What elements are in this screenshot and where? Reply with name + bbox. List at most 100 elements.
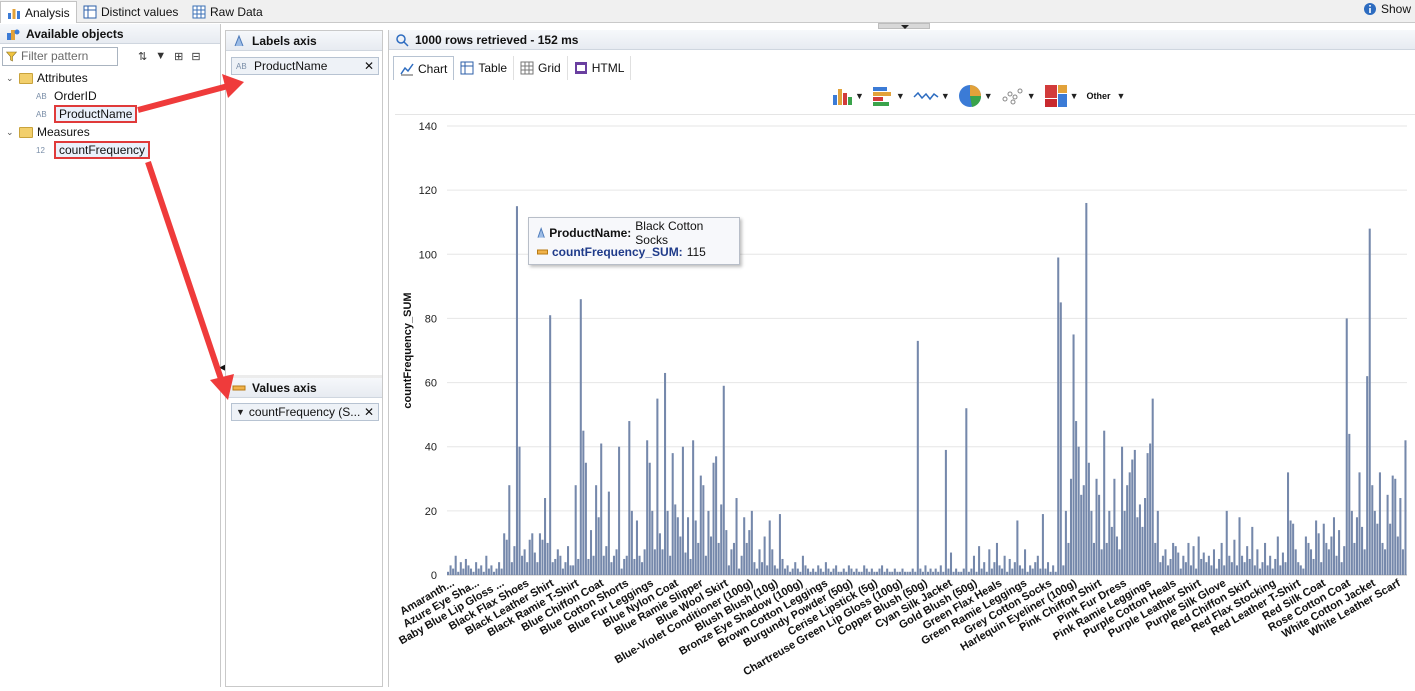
- bar: [717, 542, 720, 575]
- treemap-type-button[interactable]: ▼: [1044, 84, 1079, 108]
- y-tick-label: 20: [425, 506, 437, 518]
- bar: [1404, 440, 1407, 575]
- bar: [643, 549, 646, 575]
- bar: [1187, 542, 1190, 575]
- collapse-handle[interactable]: [878, 23, 930, 29]
- bar: [1024, 549, 1027, 575]
- tab-table[interactable]: Table: [454, 56, 515, 80]
- bar: [584, 462, 587, 575]
- tree-node-attributes[interactable]: ⌄ Attributes: [6, 69, 88, 87]
- scatter-type-button[interactable]: ▼: [1001, 85, 1036, 107]
- filter-input[interactable]: Filter pattern: [2, 46, 118, 66]
- bar: [858, 571, 861, 575]
- bar: [1174, 546, 1177, 575]
- bar-chart-type-button[interactable]: ▼: [831, 85, 864, 107]
- other-label: Other: [1086, 91, 1111, 101]
- tab-distinct-values[interactable]: Distinct values: [77, 1, 184, 23]
- pie-chart-icon: [958, 85, 981, 107]
- remove-field-icon[interactable]: ✕: [363, 59, 374, 73]
- sort-icon[interactable]: ⇅: [138, 50, 148, 63]
- collapse-all-icon[interactable]: ⊟: [191, 50, 201, 63]
- bar: [1172, 542, 1175, 575]
- bar: [1126, 485, 1129, 575]
- stacked-bar-type-button[interactable]: ▼: [872, 85, 905, 107]
- text-type-icon: AB: [236, 61, 247, 71]
- bar: [447, 571, 450, 575]
- top-tab-bar: Analysis Distinct values Raw Data Show: [0, 0, 1415, 23]
- bar: [521, 555, 524, 575]
- bar: [1044, 568, 1047, 575]
- treemap-icon: [1044, 85, 1067, 107]
- line-chart-type-button[interactable]: ▼: [913, 85, 950, 107]
- bar: [1031, 568, 1034, 575]
- tab-analysis[interactable]: Analysis: [0, 1, 77, 23]
- remove-field-icon[interactable]: ✕: [363, 405, 374, 419]
- chevron-down-icon[interactable]: ▼: [855, 91, 864, 101]
- bar: [1233, 539, 1236, 575]
- bar: [1215, 568, 1218, 575]
- scatter-icon: [1002, 88, 1023, 105]
- bar: [528, 539, 531, 575]
- bar: [868, 571, 871, 575]
- bar: [454, 555, 457, 575]
- bar: [993, 562, 996, 575]
- bar: [1131, 459, 1134, 575]
- bar: [835, 565, 838, 575]
- bar: [630, 510, 633, 575]
- expand-icon[interactable]: ⌄: [6, 72, 14, 83]
- bar: [1338, 530, 1341, 575]
- tree-node-measures[interactable]: ⌄ Measures: [6, 123, 90, 141]
- bar: [904, 571, 907, 575]
- tab-grid[interactable]: Grid: [514, 56, 568, 80]
- chevron-down-icon[interactable]: ▼: [1069, 91, 1079, 101]
- tab-raw-data[interactable]: Raw Data: [186, 1, 269, 23]
- panel-splitter[interactable]: [226, 375, 382, 378]
- bar: [832, 568, 835, 575]
- chevron-down-icon[interactable]: ▼: [1116, 91, 1126, 101]
- bar: [1373, 510, 1376, 575]
- show-button[interactable]: Show: [1363, 2, 1411, 16]
- tab-label: Distinct values: [101, 5, 179, 19]
- chevron-down-icon[interactable]: ▼: [895, 91, 905, 101]
- label-axis-icon: [234, 34, 244, 46]
- bar: [472, 571, 475, 575]
- bar: [1085, 202, 1088, 575]
- bar: [962, 568, 965, 575]
- chevron-down-icon[interactable]: ▼: [983, 91, 993, 101]
- bar: [597, 517, 600, 575]
- bar: [1320, 562, 1323, 575]
- bar: [929, 568, 932, 575]
- tree-node-productname[interactable]: AB ProductName: [36, 105, 138, 123]
- bar: [1141, 526, 1144, 575]
- bar: [1269, 555, 1272, 575]
- tab-chart[interactable]: Chart: [393, 56, 455, 80]
- tree-node-orderid[interactable]: AB OrderID: [36, 87, 97, 105]
- bar: [687, 517, 690, 575]
- bar: [1389, 523, 1392, 575]
- dropdown-icon[interactable]: ▼: [236, 407, 245, 417]
- dropdown-icon[interactable]: ▼: [155, 50, 167, 62]
- chevron-down-icon[interactable]: ▼: [940, 91, 950, 101]
- bar: [467, 565, 470, 575]
- tree-node-countfrequency[interactable]: 12 countFrequency: [36, 141, 151, 159]
- expand-all-icon[interactable]: ⊞: [174, 50, 184, 63]
- chevron-down-icon[interactable]: ▼: [1026, 91, 1036, 101]
- tooltip-name-value: Black Cotton Socks: [635, 218, 704, 247]
- bar: [1256, 549, 1259, 575]
- tab-html[interactable]: HTML: [568, 56, 632, 80]
- pie-chart-type-button[interactable]: ▼: [958, 84, 993, 108]
- text-type-icon: AB: [36, 109, 47, 119]
- tab-label: Raw Data: [210, 5, 263, 19]
- bar: [1064, 510, 1067, 575]
- bar: [664, 372, 667, 575]
- other-type-button[interactable]: Other ▼: [1087, 91, 1126, 101]
- text-type-icon: AB: [36, 91, 47, 101]
- bar: [485, 555, 488, 575]
- values-axis-field[interactable]: ▼ countFrequency (S... ✕: [231, 403, 379, 421]
- labels-axis-field[interactable]: AB ProductName ✕: [231, 57, 379, 75]
- bar: [549, 315, 552, 575]
- bar: [1123, 510, 1126, 575]
- bar: [1080, 494, 1083, 575]
- bar: [1161, 555, 1164, 575]
- expand-icon[interactable]: ⌄: [6, 126, 14, 137]
